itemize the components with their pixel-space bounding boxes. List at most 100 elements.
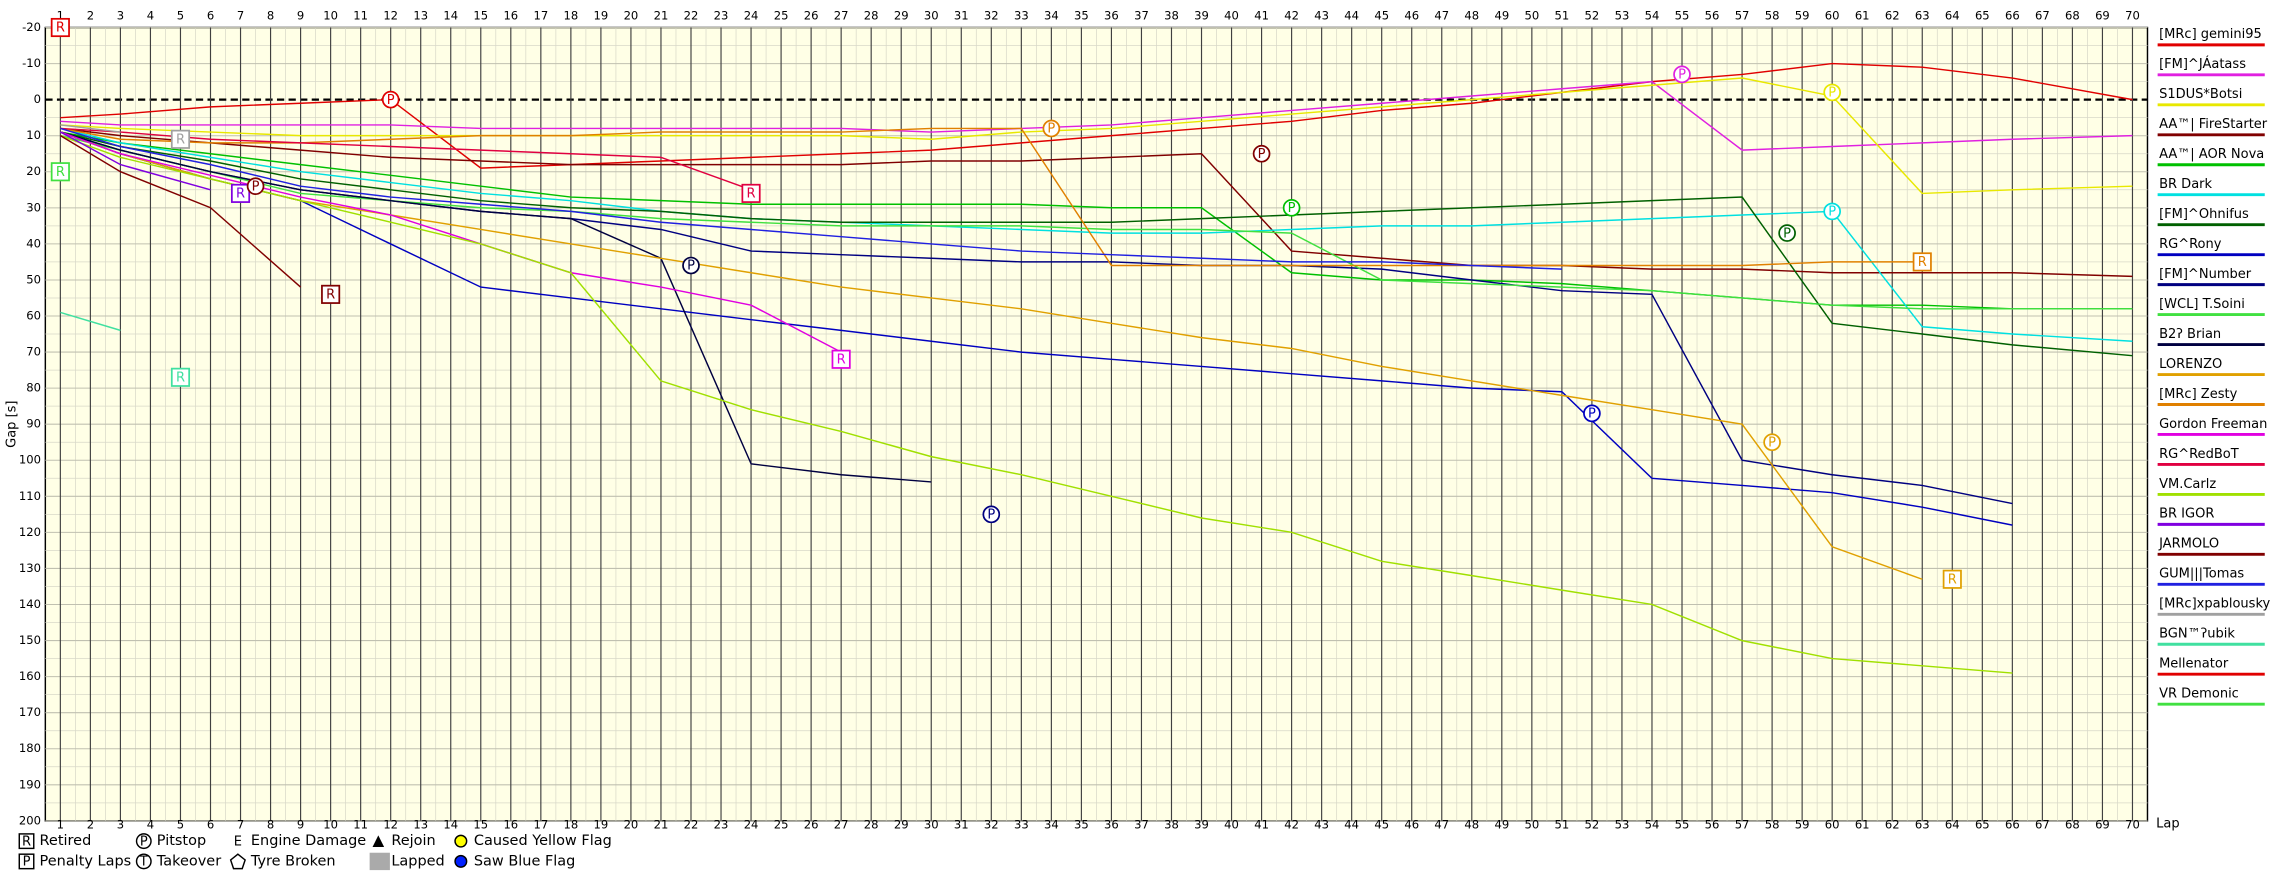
x-tick-label-top: 36 [1104, 8, 1119, 22]
x-tick-label-top: 5 [177, 8, 184, 22]
legend-label: LORENZO [2159, 357, 2222, 372]
x-tick-label: 4 [147, 818, 154, 832]
x-tick-label: 12 [383, 818, 398, 832]
x-tick-label-top: 9 [297, 8, 304, 22]
legend-label: VM.Carlz [2159, 477, 2216, 492]
event-circle [381, 90, 400, 109]
series-line [60, 131, 2013, 526]
event-label: P [1783, 226, 1791, 241]
y-tick-label: -10 [22, 56, 41, 70]
series-line [60, 127, 2133, 278]
event-circle [1673, 65, 1691, 84]
x-tick-label: 69 [2095, 818, 2110, 832]
legend-label: BR IGOR [2159, 507, 2214, 522]
x-tick-label: 68 [2065, 818, 2080, 832]
y-tick-label: 50 [26, 272, 41, 286]
x-tick-label-top: 21 [654, 8, 669, 22]
legend-symbol [454, 834, 468, 848]
x-tick-label: 20 [624, 818, 639, 832]
x-tick-label: 43 [1314, 818, 1329, 832]
series-line [60, 127, 2133, 342]
series-line [60, 127, 752, 191]
legend-symbol-label: Lapped [391, 853, 444, 869]
event-box [170, 129, 191, 149]
x-tick-label: 1 [57, 818, 64, 832]
x-tick-label-top: 17 [533, 8, 548, 22]
x-tick-label-top: 8 [267, 8, 274, 22]
legend-label: [FM]^JÁatass [2159, 56, 2246, 72]
x-tick-label-top: 1 [57, 8, 64, 22]
x-tick-label-top: 7 [237, 8, 244, 22]
x-tick-label: 37 [1134, 818, 1149, 832]
x-tick-label: 32 [984, 818, 999, 832]
series-line [60, 77, 2133, 195]
y-tick-label: 150 [19, 633, 41, 647]
legend-label: B2ʔ Brian [2159, 327, 2221, 342]
x-tick-label-top: 15 [473, 8, 488, 22]
event-box [1942, 569, 1962, 589]
x-tick-label-top: 26 [804, 8, 819, 22]
event-label: P [252, 179, 260, 194]
x-tick-label-top: 45 [1374, 8, 1389, 22]
y-tick-label: 30 [26, 200, 41, 214]
x-tick-label-top: 48 [1464, 8, 1479, 22]
x-tick-label-top: 49 [1494, 8, 1509, 22]
x-tick-label-top: 59 [1795, 8, 1810, 22]
x-tick-label-top: 70 [2125, 8, 2140, 22]
x-tick-label: 23 [714, 818, 729, 832]
series-line [60, 131, 842, 353]
x-tick-label-top: 63 [1915, 8, 1930, 22]
x-tick-label-top: 30 [924, 8, 939, 22]
event-label: P [1828, 86, 1836, 101]
event-box [50, 162, 70, 182]
event-circle [1282, 198, 1301, 217]
x-axis-label: Lap [2156, 816, 2180, 831]
x-tick-label: 46 [1404, 818, 1419, 832]
event-label: R [326, 288, 335, 303]
event-label: R [1918, 255, 1927, 270]
event-circle [1042, 119, 1061, 138]
x-tick-label-top: 52 [1585, 8, 1600, 22]
x-tick-label: 57 [1735, 818, 1750, 832]
series-line [60, 134, 2013, 674]
x-tick-label-top: 24 [744, 8, 759, 22]
x-tick-label-top: 12 [383, 8, 398, 22]
legend-symbol [454, 854, 468, 868]
event-circle [682, 256, 700, 275]
y-tick-label: 100 [19, 453, 41, 467]
x-tick-label: 40 [1224, 818, 1239, 832]
x-tick-label-top: 13 [413, 8, 428, 22]
legend-symbol-label: Penalty Laps [40, 853, 132, 869]
x-tick-label-top: 39 [1194, 8, 1209, 22]
x-tick-label-top: 60 [1825, 8, 1840, 22]
series-line [60, 131, 2133, 357]
legend-label: [MRc]xpablousky [2159, 597, 2270, 612]
x-tick-label: 30 [924, 818, 939, 832]
legend-symbol [18, 853, 35, 870]
legend-symbol-label: Engine Damage [251, 833, 366, 849]
x-tick-label: 22 [684, 818, 699, 832]
x-tick-label-top: 22 [684, 8, 699, 22]
x-tick-label: 62 [1885, 818, 1900, 832]
y-tick-label: 130 [19, 561, 41, 575]
y-tick-label: 160 [19, 669, 41, 683]
x-tick-label: 25 [774, 818, 789, 832]
x-tick-label: 39 [1194, 818, 1209, 832]
x-tick-label-top: 64 [1945, 8, 1960, 22]
x-tick-label-top: 38 [1164, 8, 1179, 22]
legend-label: AA™| FireStarter [2159, 117, 2268, 132]
y-tick-label: 70 [26, 345, 41, 359]
y-tick-label: 170 [19, 705, 41, 719]
y-tick-label: 80 [26, 381, 41, 395]
x-tick-label: 26 [804, 818, 819, 832]
x-tick-label-top: 32 [984, 8, 999, 22]
legend-symbol-label: Retired [40, 833, 92, 849]
event-label: P [1258, 147, 1266, 162]
x-tick-label-top: 62 [1885, 8, 1900, 22]
x-tick-label: 9 [297, 818, 304, 832]
x-tick-label: 48 [1464, 818, 1479, 832]
x-tick-label: 64 [1945, 818, 1960, 832]
x-tick-label: 34 [1044, 818, 1059, 832]
series-line [60, 124, 121, 133]
x-tick-label-top: 29 [894, 8, 909, 22]
